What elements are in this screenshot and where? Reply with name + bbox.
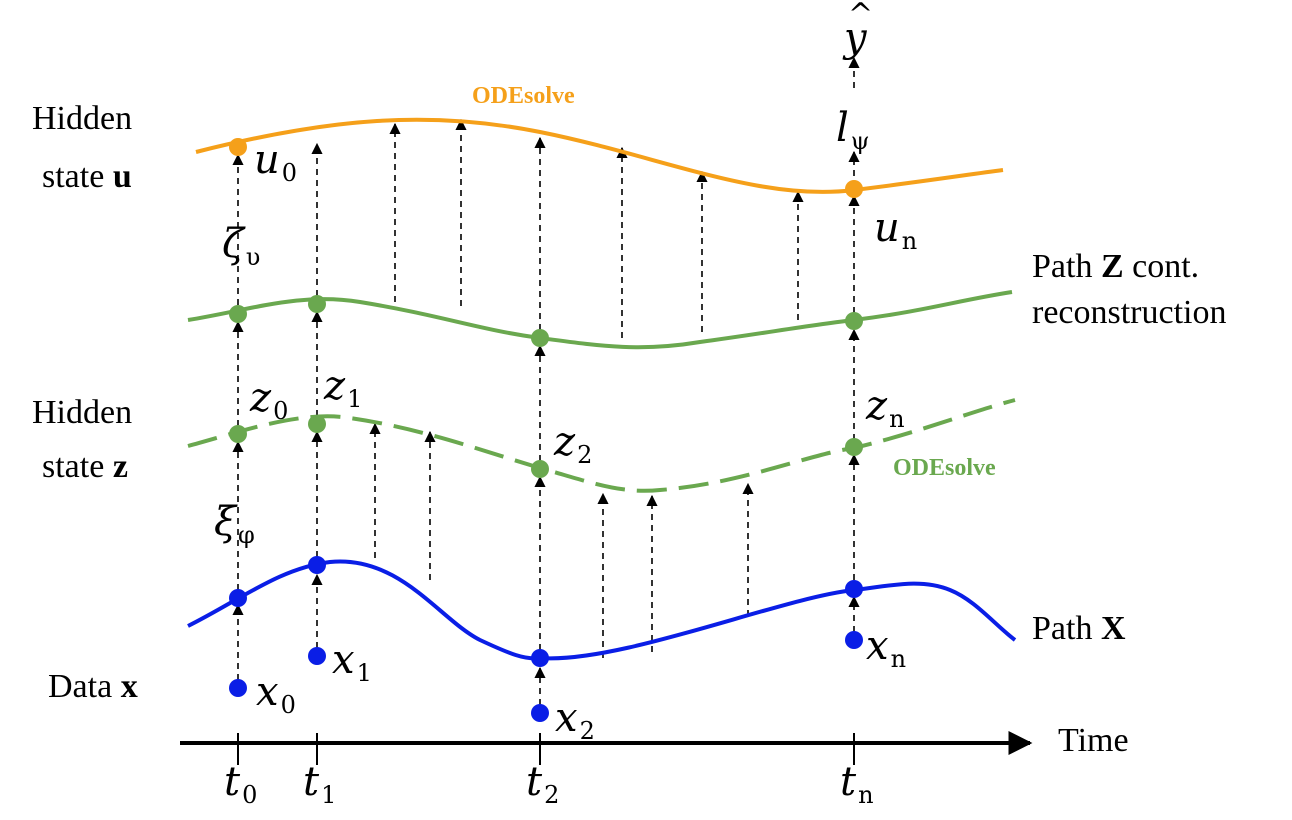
time-axis-label: Time — [1058, 722, 1129, 759]
hidden-u-curve — [195, 117, 1004, 194]
ode-solve-mid-label: ODEsolve — [893, 455, 996, 481]
time-axis — [180, 731, 1033, 765]
hidden-z-curve — [187, 398, 1016, 493]
tick-t1: t1 — [303, 759, 337, 810]
data-points — [229, 631, 863, 722]
hidden-u-label-line1: Hidden — [32, 100, 133, 137]
xi-phi-label: ξφ — [214, 499, 255, 550]
tick-tn: tn — [840, 759, 874, 810]
u-points — [229, 138, 863, 198]
xn-label: xn — [866, 623, 907, 674]
u0-point — [229, 138, 247, 156]
hidden-z-label-line1: Hidden — [32, 394, 133, 431]
tick-t2: t2 — [526, 759, 560, 810]
hidden-u-label-line2: state u — [42, 158, 132, 195]
tick-t0: t0 — [224, 759, 258, 810]
data-x-label: Data x — [48, 668, 138, 705]
z2-label: z2 — [554, 419, 593, 470]
z0-label: z0 — [250, 375, 289, 426]
path-x-label: Path X — [1032, 610, 1126, 647]
u0-label: u0 — [254, 137, 298, 188]
x0-label: x0 — [256, 669, 296, 720]
x1-label: x1 — [332, 637, 372, 688]
ode-solve-top-label: ODEsolve — [472, 83, 575, 109]
zn-label: zn — [866, 383, 905, 434]
z1-label: z1 — [324, 363, 363, 414]
hidden-z-label-line2: state z — [42, 448, 128, 485]
pathx-points — [229, 556, 863, 667]
x2-label: x2 — [555, 695, 595, 746]
un-point — [845, 180, 863, 198]
path-z-label-line1: Path Z cont. — [1032, 248, 1200, 285]
path-z-label-line2: reconstruction — [1032, 294, 1227, 331]
pathz-points — [229, 295, 863, 347]
un-label: un — [874, 205, 918, 256]
z-points — [229, 415, 863, 478]
path-z-curve — [187, 290, 1013, 350]
y-hat-label: y — [844, 0, 873, 58]
vertical-arrows — [232, 56, 860, 705]
l-psi-label: lψ — [836, 105, 870, 156]
zeta-upsilon-label: ζυ — [222, 221, 261, 272]
